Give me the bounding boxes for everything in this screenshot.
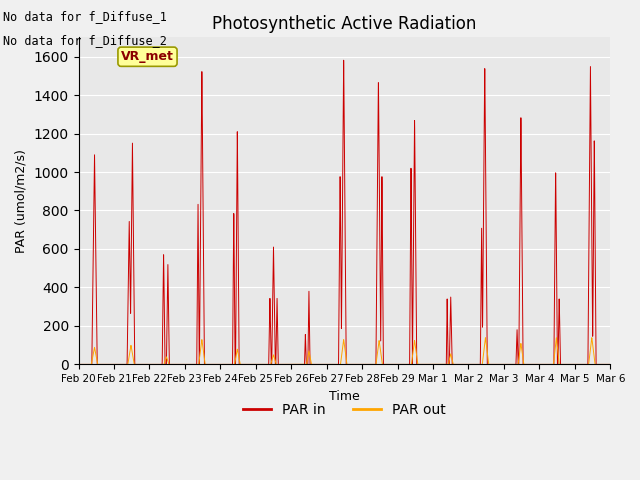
Text: VR_met: VR_met bbox=[121, 50, 174, 63]
Title: Photosynthetic Active Radiation: Photosynthetic Active Radiation bbox=[212, 15, 477, 33]
Text: No data for f_Diffuse_1: No data for f_Diffuse_1 bbox=[3, 10, 167, 23]
Y-axis label: PAR (umol/m2/s): PAR (umol/m2/s) bbox=[15, 149, 28, 253]
Text: No data for f_Diffuse_2: No data for f_Diffuse_2 bbox=[3, 34, 167, 47]
Legend: PAR in, PAR out: PAR in, PAR out bbox=[237, 398, 451, 423]
X-axis label: Time: Time bbox=[329, 390, 360, 403]
